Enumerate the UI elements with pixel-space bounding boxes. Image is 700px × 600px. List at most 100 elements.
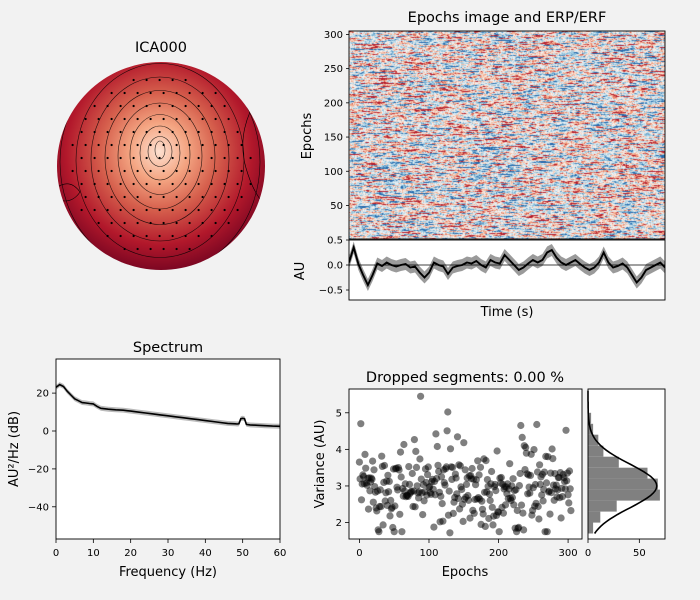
topomap-sensor	[171, 156, 174, 160]
topomap-sensor	[210, 104, 213, 108]
dropped-panel: Dropped segments: 0.00 % 0 100 200 300 2 3 4 5…	[313, 370, 583, 580]
dropped-point	[549, 455, 557, 463]
topomap-sensor	[188, 247, 191, 251]
topomap-sensor	[84, 117, 87, 121]
dropped-point	[357, 420, 365, 428]
topomap-sensor	[227, 143, 230, 147]
topomap-sensor	[227, 195, 230, 199]
dropped-point	[462, 480, 471, 488]
dropped-point	[478, 497, 486, 505]
topomap-sensor	[223, 104, 226, 108]
dropped-point	[438, 500, 446, 508]
topomap-sensor	[175, 169, 178, 173]
dropped-point	[453, 433, 462, 441]
dropped-point	[439, 517, 447, 525]
topomap-sensor	[132, 104, 135, 108]
dropped-point	[548, 445, 556, 453]
dropped-point	[558, 493, 567, 501]
dropped-point	[405, 463, 413, 471]
topomap-sensor	[110, 169, 113, 173]
spectrum-line	[55, 383, 281, 428]
variance-hist-xtick-label: 0	[585, 548, 591, 559]
dropped-point	[510, 501, 518, 509]
topomap-sensor	[145, 208, 148, 212]
topomap-sensor	[136, 247, 139, 251]
dropped-point	[536, 461, 544, 469]
topomap-sensor	[188, 143, 191, 147]
topomap-sensor	[210, 182, 213, 186]
topomap-title: ICA000	[135, 40, 187, 56]
dropped-point	[474, 457, 482, 465]
topomap-sensor	[110, 143, 113, 147]
dropped-point	[417, 392, 425, 400]
epochs-image-panel: Epochs image and ERP/ERF 50 100 150 200 250 3…	[300, 10, 666, 240]
dropped-point	[449, 463, 457, 471]
topomap-sensor	[175, 91, 178, 95]
dropped-point	[454, 494, 462, 502]
topomap-sensor	[80, 208, 83, 212]
topomap-sensor	[162, 143, 165, 147]
topomap-sensor	[197, 156, 200, 160]
dropped-yaxis: 2 3 4 5	[336, 408, 349, 529]
dropped-point	[456, 462, 464, 470]
topomap-sensor	[214, 169, 217, 173]
dropped-point	[432, 430, 440, 438]
dropped-point	[396, 510, 404, 518]
topomap-sensor	[119, 182, 122, 186]
topomap-sensor	[93, 130, 96, 134]
topomap-sensor	[149, 91, 152, 95]
dropped-point	[495, 528, 503, 536]
dropped-point	[517, 501, 526, 509]
topomap-sensor	[97, 221, 100, 225]
topomap-sensor	[214, 143, 217, 147]
epochs-image-ytick-label: 300	[324, 30, 343, 41]
dropped-point	[519, 509, 527, 517]
dropped-point	[444, 408, 452, 416]
dropped-point	[452, 474, 460, 482]
dropped-point	[479, 510, 487, 518]
topomap-sensor	[197, 234, 200, 238]
topomap-sensor	[210, 156, 213, 160]
dropped-point	[546, 510, 554, 518]
erp-xlabel: Time (s)	[480, 305, 534, 320]
dropped-point	[411, 503, 419, 511]
erp-ytick-label: −0.5	[319, 286, 343, 297]
spectrum-title: Spectrum	[133, 340, 203, 356]
topomap-sensor	[119, 104, 122, 108]
dropped-point	[376, 486, 384, 494]
topomap-sensor	[123, 195, 126, 199]
dropped-point	[357, 496, 366, 504]
dropped-point	[412, 463, 421, 471]
topomap-sensor	[145, 234, 148, 238]
dropped-point	[416, 455, 424, 463]
spectrum-xaxis: 0 10 20 30 40 50 60	[53, 539, 286, 559]
dropped-point	[565, 499, 573, 507]
dropped-point	[362, 464, 370, 472]
dropped-point	[368, 475, 376, 483]
epochs-image-heatmap	[349, 31, 665, 239]
topomap-sensor	[136, 195, 139, 199]
topomap-sensor	[223, 208, 226, 212]
dropped-point	[446, 529, 454, 537]
dropped-point	[485, 490, 494, 498]
spectrum-yaxis: 20 0 −20 −40	[28, 389, 56, 513]
topomap-sensor	[136, 143, 139, 147]
topomap-sensor	[214, 195, 217, 199]
variance-hist-bar	[588, 489, 660, 501]
topomap-sensor	[184, 78, 187, 82]
variance-hist-bar	[588, 522, 594, 534]
topomap-contour	[104, 90, 216, 225]
dropped-point	[516, 469, 524, 478]
topomap-sensor	[162, 91, 165, 95]
topomap-sensor	[84, 143, 87, 147]
variance-hist-bar	[588, 500, 617, 512]
topomap-sensor	[158, 78, 161, 82]
dropped-point	[475, 471, 483, 479]
topomap-sensor	[214, 91, 217, 95]
topomap-sensor	[236, 130, 239, 134]
erp-ytick-label: 0.0	[327, 261, 343, 272]
topomap-sensor	[145, 104, 148, 108]
topomap-sensor	[249, 182, 252, 186]
spectrum-xtick-label: 10	[87, 548, 100, 559]
dropped-point	[468, 464, 476, 473]
